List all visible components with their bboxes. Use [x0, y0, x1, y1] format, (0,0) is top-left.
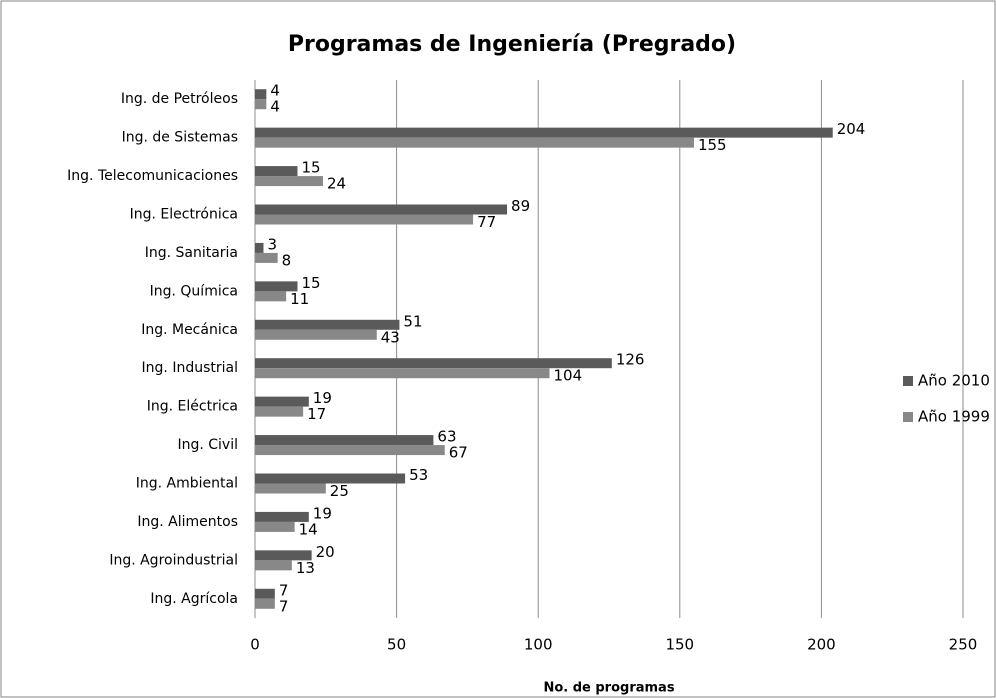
bar — [255, 473, 406, 484]
y-tick-label: Ing. Agroindustrial — [109, 552, 238, 568]
bar — [255, 406, 304, 417]
bar — [255, 358, 612, 369]
data-label: 3 — [267, 235, 277, 253]
data-label: 13 — [296, 559, 315, 577]
data-label: 8 — [282, 251, 292, 269]
y-tick-label: Ing. Alimentos — [137, 514, 238, 530]
bar — [255, 89, 267, 100]
data-label: 43 — [381, 328, 400, 346]
data-label: 63 — [437, 428, 456, 446]
data-label: 155 — [698, 136, 727, 154]
data-label: 126 — [616, 351, 645, 369]
x-axis-title: No. de programas — [543, 681, 674, 696]
data-label: 67 — [449, 444, 468, 462]
data-label: 4 — [270, 82, 280, 100]
data-label: 17 — [307, 405, 326, 423]
legend-label: Año 2010 — [918, 372, 990, 390]
bar — [255, 329, 377, 340]
y-tick-label: Ing. Mecánica — [141, 322, 238, 338]
bar — [255, 319, 400, 330]
data-label: 20 — [316, 543, 335, 561]
data-label: 11 — [290, 290, 309, 308]
y-tick-label: Ing. Sanitaria — [145, 245, 238, 261]
bar — [255, 252, 278, 263]
legend-swatch — [903, 376, 913, 386]
y-tick-label: Ing. de Sistemas — [122, 130, 238, 146]
x-tick-label: 200 — [807, 636, 836, 654]
x-tick-label: 150 — [665, 636, 694, 654]
data-label: 104 — [554, 367, 583, 385]
y-tick-label: Ing. de Petróleos — [121, 91, 238, 107]
x-tick-label: 0 — [250, 636, 260, 654]
bar — [255, 127, 833, 138]
chart-title: Programas de Ingeniería (Pregrado) — [288, 32, 736, 57]
bar — [255, 242, 264, 253]
data-label: 19 — [313, 389, 332, 407]
data-label: 51 — [403, 312, 422, 330]
y-tick-label: Ing. Civil — [177, 437, 238, 453]
y-tick-label: Ing. Agrícola — [150, 591, 238, 607]
data-label: 15 — [301, 159, 320, 177]
bar — [255, 588, 275, 599]
bar — [255, 204, 508, 215]
data-label: 14 — [299, 520, 318, 538]
y-tick-label: Ing. Eléctrica — [147, 399, 238, 415]
x-tick-label: 50 — [387, 636, 406, 654]
legend-label: Año 1999 — [918, 408, 990, 426]
data-label: 25 — [330, 482, 349, 500]
data-label: 7 — [279, 597, 289, 615]
bar — [255, 560, 292, 571]
legend-swatch — [903, 412, 913, 422]
data-label: 15 — [301, 274, 320, 292]
y-tick-label: Ing. Química — [150, 283, 238, 299]
data-label: 53 — [409, 466, 428, 484]
bar — [255, 511, 309, 522]
data-label: 89 — [511, 197, 530, 215]
bar — [255, 550, 312, 561]
y-tick-label: Ing. Ambiental — [136, 476, 238, 492]
bar — [255, 281, 298, 292]
bar — [255, 435, 434, 446]
bar — [255, 368, 550, 379]
bar — [255, 214, 474, 225]
bar — [255, 176, 323, 187]
bar — [255, 598, 275, 609]
data-label: 7 — [279, 581, 289, 599]
y-tick-label: Ing. Electrónica — [130, 207, 238, 223]
bar — [255, 137, 694, 148]
bar — [255, 521, 295, 532]
bar — [255, 291, 287, 302]
data-label: 19 — [313, 504, 332, 522]
data-label: 24 — [327, 175, 346, 193]
data-label: 77 — [477, 213, 496, 231]
x-tick-label: 100 — [524, 636, 553, 654]
bar — [255, 166, 298, 177]
x-tick-label: 250 — [949, 636, 978, 654]
y-tick-label: Ing. Telecomunicaciones — [67, 168, 238, 184]
bar — [255, 483, 326, 494]
bar — [255, 99, 267, 110]
bar — [255, 396, 309, 407]
bar — [255, 445, 445, 456]
y-tick-label: Ing. Industrial — [142, 360, 238, 376]
data-label: 4 — [270, 98, 280, 116]
data-label: 204 — [837, 120, 866, 138]
